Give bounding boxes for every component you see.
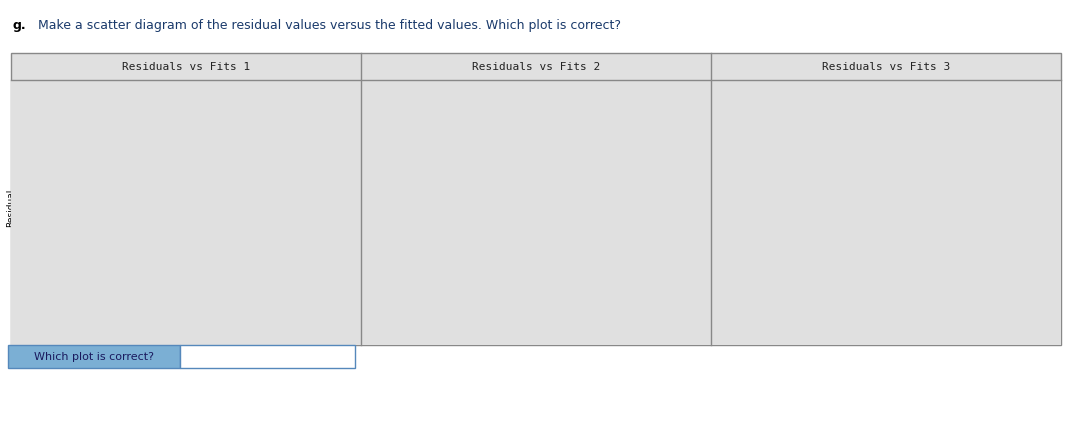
Text: Residuals vs Fits 3: Residuals vs Fits 3 xyxy=(822,61,950,72)
Point xyxy=(276,200,293,206)
Point xyxy=(986,243,1003,250)
Title: Residuals vs. Fits: Residuals vs. Fits xyxy=(849,85,944,96)
Point xyxy=(320,288,337,294)
X-axis label: FITS: FITS xyxy=(187,335,206,344)
Point xyxy=(495,304,512,310)
Point xyxy=(790,299,807,306)
Title: Residuals vs. Fits: Residuals vs. Fits xyxy=(148,85,244,96)
Point xyxy=(793,304,810,311)
Title: Residuals vs. Fits: Residuals vs. Fits xyxy=(499,85,595,96)
Point xyxy=(290,290,307,297)
X-axis label: FITS: FITS xyxy=(537,335,556,344)
Point xyxy=(662,188,679,195)
Text: Which plot is correct?: Which plot is correct? xyxy=(34,352,154,362)
Text: Make a scatter diagram of the residual values versus the fitted values. Which pl: Make a scatter diagram of the residual v… xyxy=(34,19,621,32)
Text: Residuals vs Fits 2: Residuals vs Fits 2 xyxy=(471,61,600,72)
Point xyxy=(71,256,88,262)
Point xyxy=(480,123,497,129)
Point xyxy=(647,265,664,272)
Y-axis label: Residual: Residual xyxy=(699,189,708,227)
Point xyxy=(1022,243,1039,250)
Y-axis label: Residual: Residual xyxy=(6,189,15,227)
Point xyxy=(487,287,504,294)
Point xyxy=(959,252,976,259)
Text: g.: g. xyxy=(13,19,27,32)
Point xyxy=(843,101,860,108)
X-axis label: FITS: FITS xyxy=(887,335,906,344)
Point xyxy=(421,234,438,241)
Point xyxy=(491,287,508,294)
Point xyxy=(108,216,125,222)
Point xyxy=(781,295,798,302)
Y-axis label: Residual: Residual xyxy=(350,189,358,227)
Point xyxy=(797,282,814,289)
Point xyxy=(626,267,643,274)
Point xyxy=(144,210,161,217)
Point xyxy=(246,157,263,164)
Point xyxy=(115,205,132,212)
Point xyxy=(100,122,117,129)
Point xyxy=(450,192,467,198)
Text: Residuals vs Fits 1: Residuals vs Fits 1 xyxy=(122,61,249,72)
Point xyxy=(1004,269,1021,276)
Point xyxy=(754,200,771,207)
